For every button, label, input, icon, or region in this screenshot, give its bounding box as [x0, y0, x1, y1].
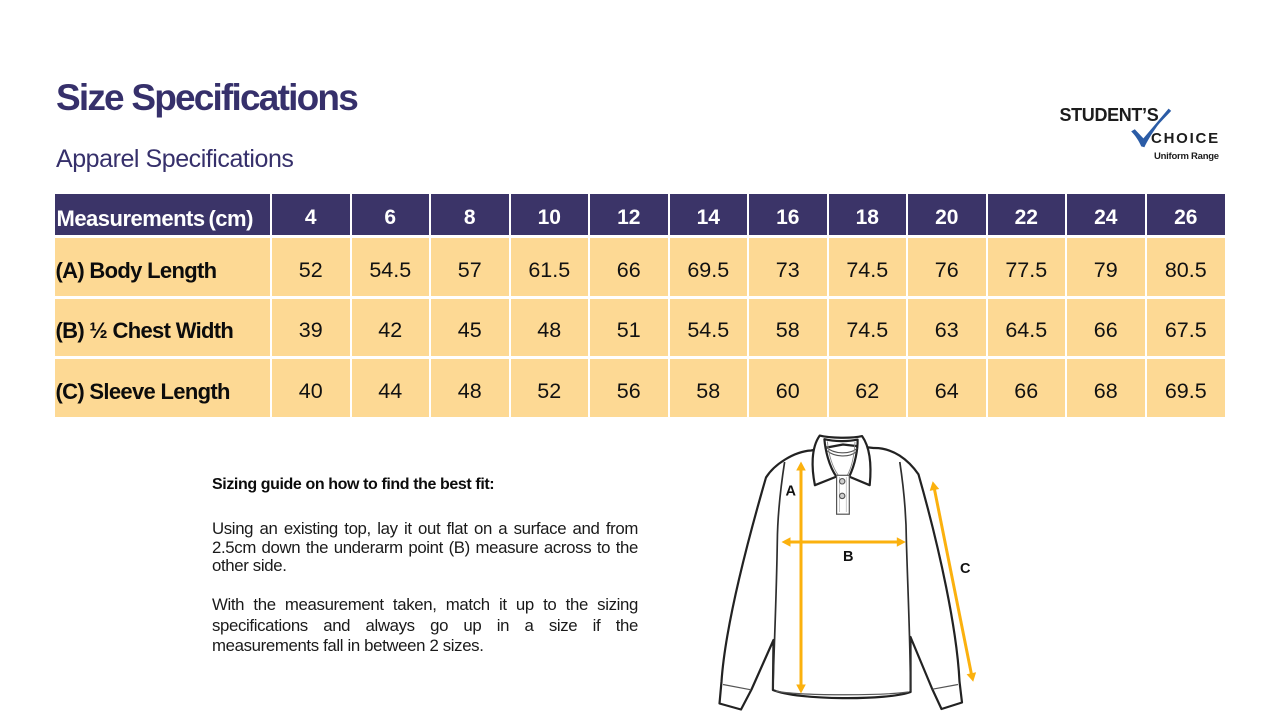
svg-text:A: A [786, 484, 797, 500]
svg-text:B: B [843, 549, 853, 565]
svg-text:C: C [960, 561, 971, 577]
